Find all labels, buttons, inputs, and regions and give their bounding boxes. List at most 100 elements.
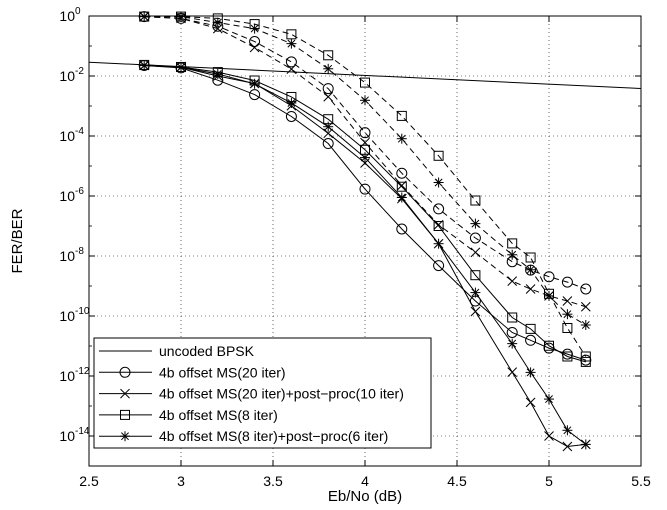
circle-marker <box>119 366 131 378</box>
star-marker-stroke <box>287 99 296 107</box>
x-marker-stroke <box>323 91 334 102</box>
data-point <box>525 334 537 346</box>
data-point <box>249 36 261 48</box>
y-tick-label: 10 <box>59 188 75 204</box>
circle-marker <box>285 110 297 122</box>
data-point <box>580 301 591 312</box>
star-marker-stroke <box>526 368 535 377</box>
circle-marker <box>396 167 408 179</box>
data-point <box>580 356 591 367</box>
x-tick-label: 3 <box>177 473 185 489</box>
square-marker <box>507 238 518 249</box>
data-point <box>544 431 554 441</box>
x-marker-stroke <box>562 296 573 306</box>
data-point <box>396 192 407 203</box>
star-marker-stroke <box>397 193 406 202</box>
star-marker-stroke <box>121 432 129 441</box>
circle-marker <box>506 326 518 338</box>
legend-label: 4b offset MS(20 iter)+post−proc(10 iter) <box>159 386 404 402</box>
legend-item: 4b offset MS(8 iter) <box>99 407 278 423</box>
series-ms20pp_fer <box>139 11 591 312</box>
data-point <box>322 83 334 95</box>
star-marker-stroke <box>287 39 296 48</box>
data-point <box>507 249 518 260</box>
legend-marker <box>120 431 130 442</box>
x-marker-stroke <box>120 388 130 399</box>
star-marker-stroke <box>361 153 369 162</box>
y-tick-label: 10 <box>59 308 75 324</box>
circle-marker <box>433 203 445 215</box>
data-point <box>286 38 297 49</box>
square-marker <box>323 50 334 61</box>
data-point <box>544 394 554 405</box>
data-point <box>562 296 573 306</box>
circle-marker <box>249 89 261 101</box>
data-point <box>561 276 573 288</box>
star-marker-stroke <box>140 12 149 21</box>
circle-marker <box>543 271 555 283</box>
square-marker <box>396 110 407 121</box>
data-point <box>322 138 334 150</box>
star-marker-stroke <box>324 64 333 73</box>
data-point <box>580 351 591 362</box>
data-point <box>525 264 536 275</box>
square-marker <box>120 409 130 420</box>
y-tick-label: 10 <box>59 8 75 24</box>
star-marker-stroke <box>471 219 480 228</box>
data-point <box>360 77 370 88</box>
data-point <box>396 223 408 235</box>
square-marker <box>525 323 536 334</box>
data-point <box>507 276 518 287</box>
x-tick-label: 5 <box>545 473 553 489</box>
y-tick-exponent: 0 <box>75 6 81 17</box>
legend-item: uncoded BPSK <box>99 343 255 359</box>
data-point <box>212 17 223 28</box>
data-point <box>396 133 407 144</box>
x-marker-stroke <box>470 306 481 317</box>
x-tick-label: 4 <box>361 473 369 489</box>
legend-marker <box>119 366 131 378</box>
data-point <box>562 323 573 334</box>
square-marker <box>470 195 481 206</box>
series-line-ms8_ber <box>144 64 586 363</box>
circle-marker <box>359 183 371 195</box>
data-point <box>285 56 297 68</box>
square-marker <box>470 270 481 281</box>
data-point <box>359 183 371 195</box>
data-point <box>139 60 150 71</box>
square-marker <box>525 252 536 263</box>
data-point <box>507 338 518 349</box>
x-marker-stroke <box>470 247 481 258</box>
data-point <box>470 218 481 229</box>
data-point <box>562 309 573 320</box>
legend-marker <box>120 409 130 420</box>
data-point <box>470 306 481 317</box>
circle-marker <box>359 127 371 139</box>
x-tick-label: 3.5 <box>263 473 283 489</box>
x-marker-stroke <box>580 301 591 312</box>
square-marker <box>507 312 518 323</box>
x-marker-stroke <box>507 276 518 287</box>
square-marker <box>562 351 573 362</box>
legend-box <box>93 337 432 449</box>
star-marker-stroke <box>581 321 590 329</box>
x-marker-stroke <box>544 431 554 441</box>
series-line-ms20_fer <box>144 16 586 290</box>
circle-marker <box>433 260 445 272</box>
data-point <box>506 326 518 338</box>
data-point <box>507 367 518 377</box>
data-point <box>544 340 554 351</box>
data-point <box>507 312 518 323</box>
star-marker-stroke <box>213 18 222 27</box>
data-point <box>562 351 573 362</box>
data-point <box>543 271 555 283</box>
series-line-ms20_ber <box>144 64 586 361</box>
data-point <box>323 91 334 102</box>
data-point <box>562 441 573 452</box>
star-marker-stroke <box>434 178 443 187</box>
data-point <box>323 121 334 132</box>
star-marker-stroke <box>397 134 406 143</box>
legend-label: 4b offset MS(8 iter) <box>159 407 278 423</box>
star-marker-stroke <box>471 288 480 297</box>
